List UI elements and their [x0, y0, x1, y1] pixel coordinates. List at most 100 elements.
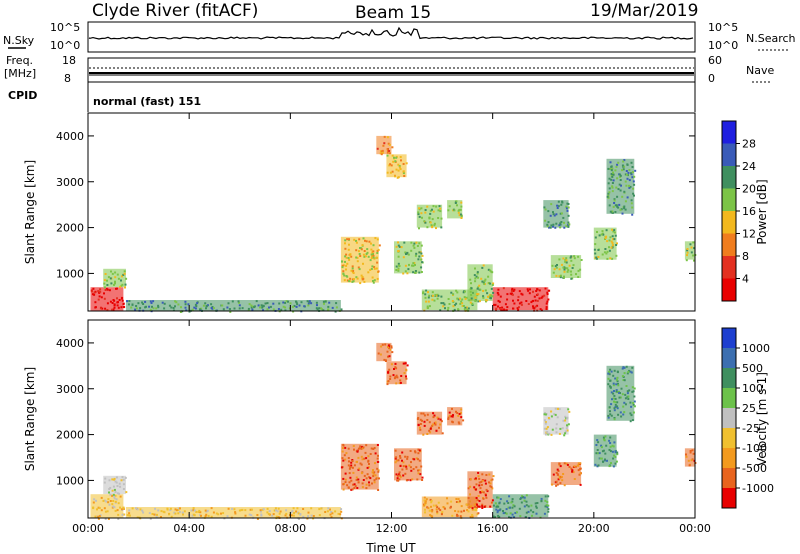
echo-cell	[432, 205, 435, 208]
echo-cell	[624, 397, 627, 400]
echo-cell	[544, 287, 547, 290]
echo-region	[447, 407, 463, 426]
echo-cell	[577, 276, 580, 278]
echo-cell	[477, 495, 480, 497]
echo-cell	[630, 172, 632, 175]
echo-cell	[532, 305, 534, 308]
echo-cell	[141, 301, 144, 304]
echo-cell	[278, 302, 281, 305]
echo-cell	[500, 309, 503, 312]
echo-cell	[390, 363, 393, 366]
echo-cell	[440, 217, 443, 220]
echo-cell	[382, 144, 385, 147]
echo-cell	[435, 227, 437, 230]
echo-cell	[324, 300, 327, 303]
echo-cell	[437, 209, 440, 212]
echo-cell	[350, 464, 353, 467]
echo-cell	[398, 166, 401, 169]
echo-cell	[633, 405, 636, 408]
echo-cell	[405, 377, 408, 380]
echo-cell	[605, 229, 608, 232]
echo-cell	[609, 161, 612, 164]
power-heatmap	[90, 135, 697, 313]
echo-cell	[174, 305, 176, 308]
echo-cell	[615, 389, 618, 392]
echo-cell	[344, 239, 347, 242]
echo-cell	[521, 293, 524, 296]
echo-cell	[485, 299, 488, 302]
echo-cell	[107, 498, 110, 501]
echo-cell	[607, 194, 610, 197]
echo-cell	[439, 207, 442, 210]
echo-cell	[374, 462, 376, 465]
echo-cell	[418, 469, 421, 472]
echo-cell	[124, 286, 126, 289]
echo-cell	[596, 231, 598, 233]
echo-cell	[565, 462, 568, 465]
echo-cell	[471, 514, 474, 516]
echo-cell	[613, 454, 616, 457]
echo-cell	[376, 147, 379, 150]
echo-cell	[692, 254, 695, 257]
echo-cell	[226, 306, 229, 309]
echo-cell	[329, 513, 332, 516]
echo-cell	[318, 514, 321, 517]
echo-cell	[460, 215, 463, 218]
echo-cell	[538, 289, 541, 292]
echo-cell	[426, 305, 429, 308]
echo-cell	[611, 244, 614, 247]
echo-cell	[453, 308, 456, 311]
echo-cell	[117, 502, 120, 505]
echo-cell	[632, 187, 635, 190]
echo-cell	[424, 501, 427, 504]
echo-cell	[513, 505, 516, 508]
echo-cell	[191, 308, 194, 311]
colorbar-swatch	[722, 211, 736, 234]
echo-cell	[528, 292, 531, 295]
echo-cell	[512, 290, 515, 292]
echo-cell	[570, 277, 573, 280]
echo-cell	[323, 302, 325, 305]
echo-cell	[543, 419, 546, 422]
echo-cell	[623, 159, 626, 162]
echo-cell	[364, 255, 367, 258]
echo-cell	[376, 444, 379, 446]
echo-cell	[563, 484, 566, 487]
echo-cell	[227, 302, 230, 305]
echo-cell	[547, 495, 550, 498]
echo-cell	[532, 290, 534, 293]
echo-cell	[534, 502, 537, 505]
echo-cell	[458, 500, 461, 503]
echo-region	[492, 494, 549, 518]
echo-cell	[621, 375, 624, 378]
echo-cell	[525, 494, 528, 497]
echo-cell	[556, 204, 559, 207]
echo-cell	[97, 298, 100, 301]
echo-cell	[520, 301, 523, 304]
echo-cell	[345, 256, 348, 259]
echo-cell	[109, 493, 112, 496]
echo-cell	[559, 226, 562, 229]
echo-cell	[605, 235, 608, 238]
echo-cell	[621, 195, 624, 198]
echo-cell	[166, 508, 169, 511]
echo-cell	[580, 259, 583, 261]
echo-cell	[567, 269, 570, 272]
nsearch-tick-top: 10^5	[708, 21, 738, 34]
y-tick-label: 3000	[56, 383, 84, 396]
echo-cell	[613, 390, 615, 392]
echo-cell	[163, 307, 166, 310]
echo-cell	[406, 455, 409, 458]
echo-cell	[114, 280, 116, 283]
echo-region	[340, 443, 379, 490]
echo-cell	[476, 503, 478, 506]
echo-cell	[516, 307, 519, 310]
echo-cell	[477, 293, 480, 296]
echo-cell	[372, 250, 375, 253]
echo-cell	[424, 500, 427, 503]
echo-cell	[290, 511, 293, 514]
echo-cell	[190, 509, 193, 512]
echo-cell	[611, 210, 614, 213]
echo-cell	[495, 505, 498, 508]
